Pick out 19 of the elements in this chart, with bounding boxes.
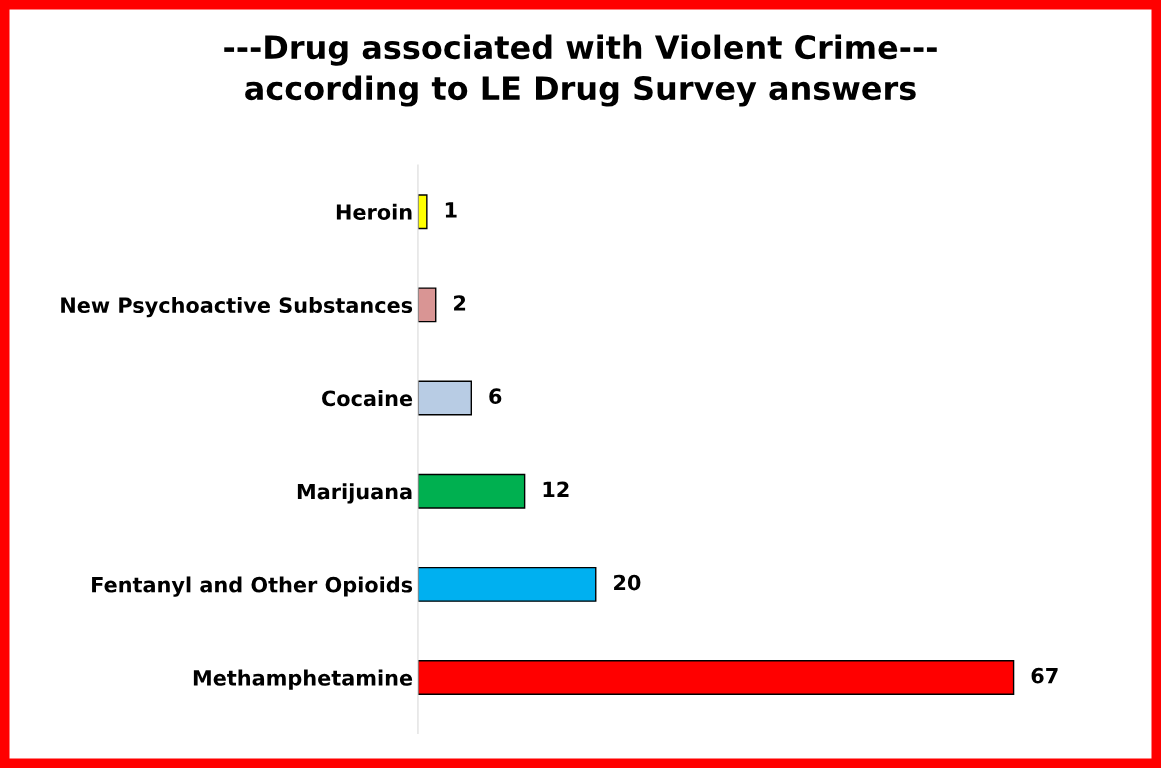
data-label: 6 — [489, 388, 502, 405]
y-tick-label: Marijuana — [297, 483, 412, 504]
y-tick-label: Fentanyl and Other Opioids — [92, 576, 413, 597]
chart-title: ---Drug associated with Violent Crime--- according to LE Drug Survey answers — [224, 34, 937, 107]
bar — [417, 287, 437, 323]
bar — [417, 194, 428, 230]
data-label: 67 — [1031, 667, 1058, 684]
bar — [417, 660, 1015, 696]
y-tick-label: Cocaine — [322, 390, 413, 407]
bar — [417, 473, 526, 509]
data-label: 1 — [445, 202, 457, 218]
data-label: 2 — [454, 295, 466, 311]
data-label: 20 — [614, 574, 641, 591]
bar — [417, 380, 472, 416]
y-tick-label: New Psychoactive Substances — [61, 296, 413, 318]
data-label: 12 — [543, 481, 569, 497]
y-tick-label: Methamphetamine — [193, 669, 413, 690]
bar — [417, 566, 597, 602]
y-tick-label: Heroin — [336, 203, 412, 220]
